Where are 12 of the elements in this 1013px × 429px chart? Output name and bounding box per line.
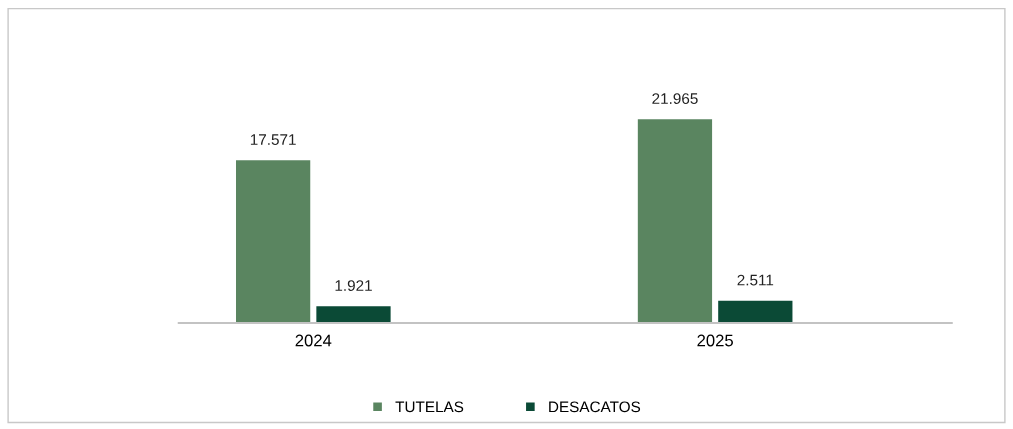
legend-label: TUTELAS	[395, 401, 464, 413]
x-tick-label: 2025	[697, 334, 733, 347]
bar	[314, 304, 393, 324]
data-label: 17.571	[250, 134, 296, 145]
x-tick-label: 2024	[295, 334, 332, 347]
bar	[716, 298, 795, 324]
data-label: 21.965	[652, 93, 698, 105]
bar	[635, 117, 715, 324]
legend-label: DESACATOS	[549, 401, 641, 413]
data-label: 2.511	[737, 274, 774, 286]
data-label: 1.921	[335, 280, 372, 291]
bar	[233, 158, 313, 324]
